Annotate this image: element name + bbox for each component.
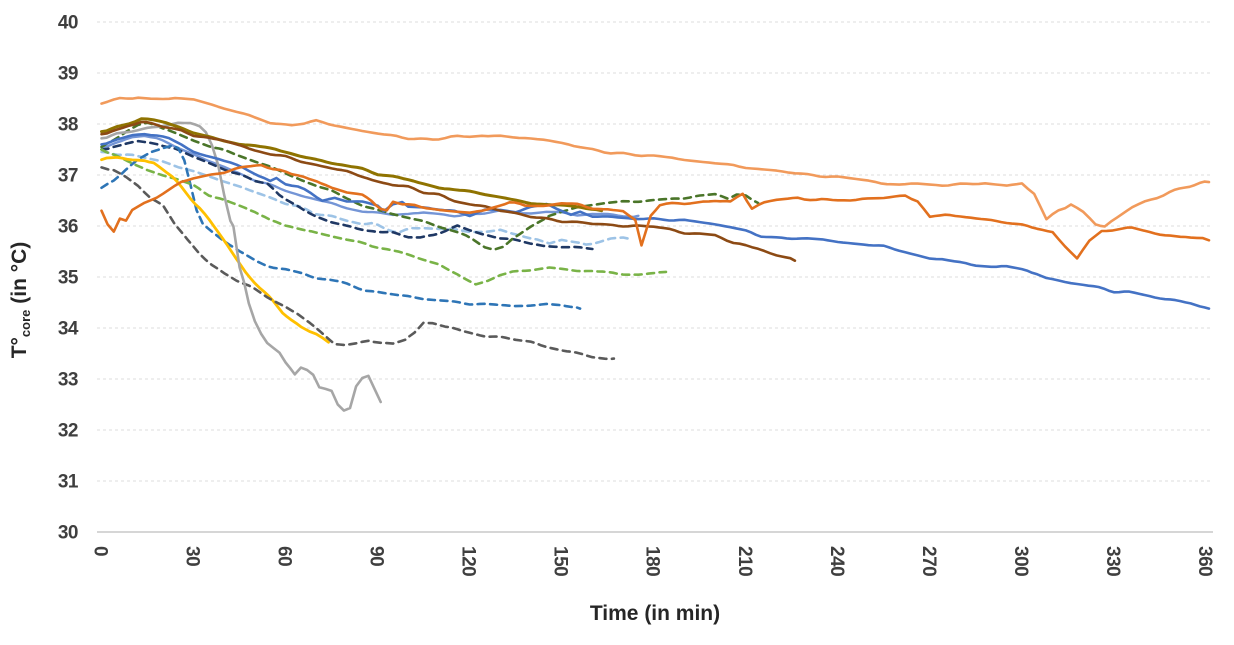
y-tick-label-40: 40 (58, 13, 78, 34)
x-axis-title: Time (in min) (590, 602, 720, 625)
series-green-light-dashed-line (100, 148, 668, 286)
series-olive-solid-line (100, 117, 604, 213)
series-blue-solid-line (100, 132, 1211, 310)
temperature-series-lines (100, 96, 1211, 412)
x-tick-label-30: 30 (182, 546, 203, 566)
series-green-dark-dashed-line (100, 121, 760, 251)
y-tick-label-30: 30 (58, 523, 78, 544)
horizontal-gridlines (97, 21, 1213, 533)
y-tick-label-36: 36 (58, 217, 78, 238)
y-tick-label-31: 31 (58, 472, 79, 493)
y-axis-title: T°core (in °C) (8, 242, 33, 359)
series-navy-dashed-line (100, 139, 594, 251)
x-tick-label-150: 150 (550, 546, 571, 576)
y-tick-label-39: 39 (58, 64, 78, 85)
x-tick-label-90: 90 (366, 546, 387, 566)
y-tick-label-34: 34 (58, 319, 79, 340)
series-blue-light-solid-line (100, 134, 640, 219)
series-yellow-solid-line (100, 156, 330, 344)
y-tick-label-33: 33 (58, 370, 78, 391)
x-tick-label-360: 360 (1194, 546, 1215, 576)
series-orange-light-solid-line (100, 96, 1211, 228)
x-tick-label-270: 270 (918, 546, 939, 576)
y-tick-label-32: 32 (58, 421, 78, 442)
y-axis-tick-labels: 30 31 32 33 34 35 36 37 38 39 40 (58, 13, 80, 544)
y-tick-label-35: 35 (58, 268, 79, 289)
x-tick-label-60: 60 (274, 546, 295, 566)
x-tick-label-240: 240 (826, 546, 847, 576)
x-tick-label-0: 0 (90, 546, 111, 556)
x-tick-label-300: 300 (1010, 546, 1031, 576)
x-tick-label-120: 120 (458, 546, 479, 576)
y-tick-label-37: 37 (58, 166, 78, 187)
series-brown-solid-line (100, 120, 797, 262)
x-tick-label-180: 180 (642, 546, 663, 576)
x-tick-label-210: 210 (734, 546, 755, 576)
series-grey-solid-line (100, 121, 382, 412)
series-orange-dark-solid-line (100, 163, 1211, 260)
y-tick-label-38: 38 (58, 115, 78, 136)
x-tick-label-330: 330 (1102, 546, 1123, 576)
series-grey-dark-dashed-line (100, 166, 616, 361)
x-axis-tick-labels: 0 30 60 90 120 150 180 210 240 270 300 330 360 (90, 546, 1215, 576)
